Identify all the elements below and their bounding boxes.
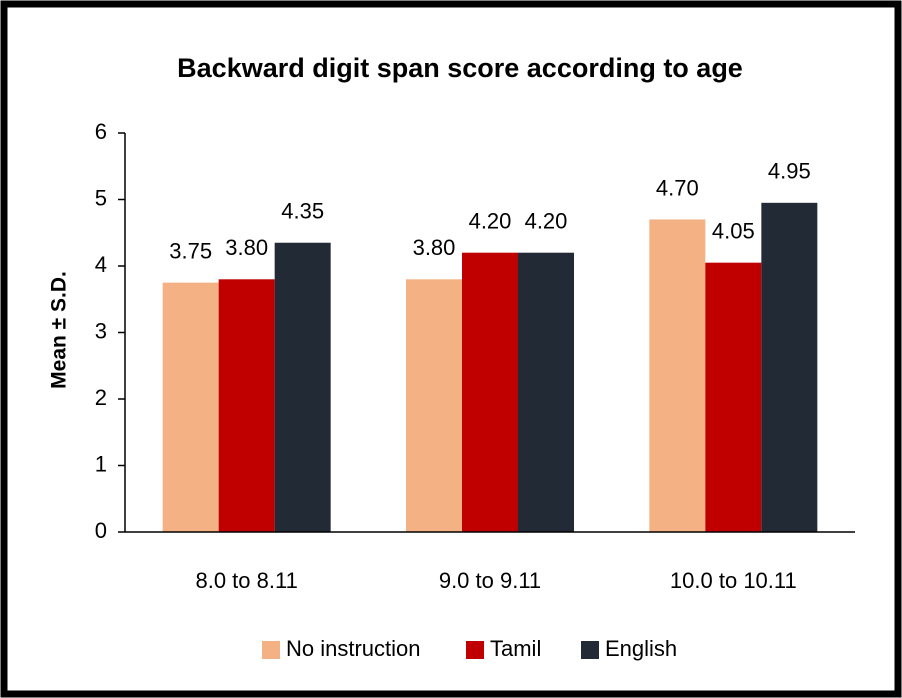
bar xyxy=(218,279,275,532)
data-label: 3.80 xyxy=(413,235,456,260)
data-label: 4.70 xyxy=(656,175,699,200)
data-label: 4.95 xyxy=(768,159,811,184)
y-tick-label: 2 xyxy=(95,385,107,410)
bar xyxy=(705,262,762,532)
y-tick-label: 1 xyxy=(95,451,107,476)
y-tick-label: 5 xyxy=(95,185,107,210)
y-tick-label: 3 xyxy=(95,318,107,343)
bar xyxy=(406,279,462,532)
data-label: 4.20 xyxy=(525,209,568,234)
x-tick-label: 8.0 to 8.11 xyxy=(195,568,297,593)
data-label: 4.05 xyxy=(712,218,755,243)
legend-label: English xyxy=(605,636,677,661)
data-label: 3.80 xyxy=(225,235,268,260)
legend-label: Tamil xyxy=(490,636,541,661)
bar xyxy=(162,282,219,532)
bar xyxy=(518,252,574,532)
data-label: 4.20 xyxy=(469,209,512,234)
bar xyxy=(761,202,818,532)
y-tick-label: 0 xyxy=(95,518,107,543)
x-tick-label: 10.0 to 10.11 xyxy=(670,568,797,593)
y-tick-label: 6 xyxy=(95,119,107,144)
legend-swatch xyxy=(466,641,484,659)
y-tick-label: 4 xyxy=(95,252,107,277)
bar xyxy=(649,219,706,532)
data-label: 3.75 xyxy=(169,238,212,263)
legend-label: No instruction xyxy=(286,636,421,661)
chart-title: Backward digit span score according to a… xyxy=(177,53,743,83)
legend-swatch xyxy=(262,641,280,659)
y-axis-label: Mean ± S.D. xyxy=(48,271,71,389)
legend-swatch xyxy=(581,641,599,659)
bar xyxy=(462,252,518,532)
bar xyxy=(274,242,331,532)
data-label: 4.35 xyxy=(281,199,324,224)
x-tick-label: 9.0 to 9.11 xyxy=(439,568,541,593)
